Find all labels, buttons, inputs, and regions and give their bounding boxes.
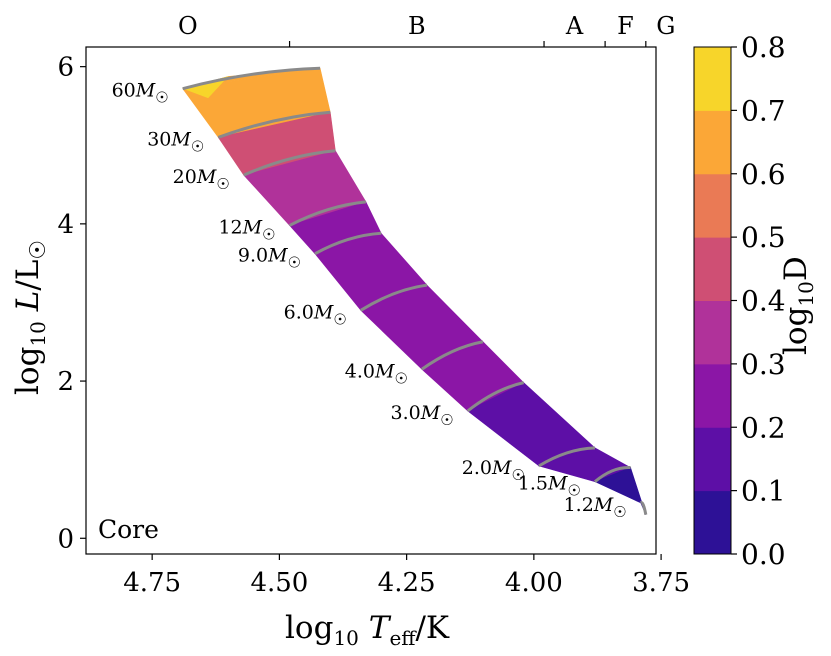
colorbar-tick-label-7: 0.6 [741, 158, 786, 191]
mass-label-7: 4.0M☉ [345, 360, 408, 387]
mass-label-4: 12M☉ [218, 216, 275, 243]
core-annotation: Core [98, 515, 159, 544]
x-axis: 4.75 4.50 4.25 4.00 3.75 [123, 554, 690, 598]
colorbar-tick-label-8: 0.7 [741, 94, 786, 127]
colorbar-segment-7 [694, 110, 731, 175]
track-line-layer [182, 66, 648, 515]
mass-label-11: 1.2M☉ [564, 494, 627, 521]
colorbar-tick-label-5: 0.4 [741, 285, 786, 318]
colorbar-segment-2 [694, 427, 731, 492]
mass-label-9: 2.0M☉ [462, 457, 525, 484]
mass-label-8: 3.0M☉ [391, 402, 454, 429]
x-axis-label: log10 Teff/K [285, 610, 450, 650]
colorbar-tick-label-3: 0.2 [741, 411, 786, 444]
x-tick-label-5: 3.75 [632, 568, 690, 598]
mass-label-6: 6.0M☉ [284, 301, 347, 328]
spectral-type-b: B [408, 12, 426, 40]
x-tick-label-2: 4.50 [250, 568, 308, 598]
colorbar-tick-label-2: 0.1 [741, 475, 786, 508]
track-line-9 [538, 446, 595, 468]
mass-label-2: 30M☉ [147, 128, 204, 155]
y-tick-label-2: 2 [57, 367, 74, 397]
track-band-layer [182, 67, 647, 515]
y-tick-label-3: 4 [57, 210, 74, 240]
colorbar-tick-label-9: 0.8 [741, 31, 786, 64]
colorbar-segment-5 [694, 237, 731, 301]
y-axis: 0 2 4 6 [57, 53, 86, 554]
track-line-1 [182, 66, 321, 91]
spectral-type-g: G [656, 12, 675, 40]
y-axis-label: log10 L/L☉ [10, 240, 51, 395]
track-line-10 [593, 466, 631, 483]
x-tick-label-4: 4.00 [505, 568, 563, 598]
spectral-type-f: F [617, 12, 634, 40]
x-tick-label-1: 4.75 [123, 568, 181, 598]
y-tick-label-1: 0 [57, 524, 74, 554]
colorbar-tick-label-4: 0.3 [741, 348, 786, 381]
mass-label-1: 60M☉ [112, 80, 169, 107]
mass-label-3: 20M☉ [173, 166, 230, 193]
track-line-2 [217, 110, 331, 139]
colorbar: 0.0 0.1 0.2 0.3 0.4 0.5 0.6 0.7 0.8 [693, 31, 786, 571]
band-cap [182, 68, 321, 89]
plot-frame [85, 46, 657, 555]
colorbar-segment-4 [694, 300, 731, 365]
colorbar-segment-8 [694, 47, 731, 111]
track-line-4 [288, 200, 367, 227]
track-line-7 [421, 340, 484, 371]
colorbar-tick-label-6: 0.5 [741, 221, 786, 254]
mass-label-10: 1.5M☉ [518, 473, 581, 500]
spectral-type-a: A [565, 12, 584, 40]
track-line-5 [314, 231, 382, 256]
colorbar-segment-3 [694, 363, 731, 428]
mass-label-5: 9.0M☉ [238, 245, 301, 272]
track-line-3 [243, 149, 336, 177]
track-line-11 [639, 501, 648, 515]
mass-label-layer: 60M☉ 30M☉ 20M☉ 12M☉9.0M☉ 6.0M☉ 4.0M☉ 3.0M☉ 2.0M… [112, 80, 627, 521]
x-tick-label-3: 4.25 [378, 568, 436, 598]
spectral-type-o: O [178, 12, 198, 40]
colorbar-segment-6 [694, 173, 731, 238]
colorbar-segment-1 [694, 490, 731, 555]
y-tick-label-4: 6 [57, 53, 74, 83]
colorbar-tick-label-1: 0.0 [741, 538, 786, 571]
track-line-8 [466, 381, 525, 413]
track-line-6 [360, 283, 428, 312]
